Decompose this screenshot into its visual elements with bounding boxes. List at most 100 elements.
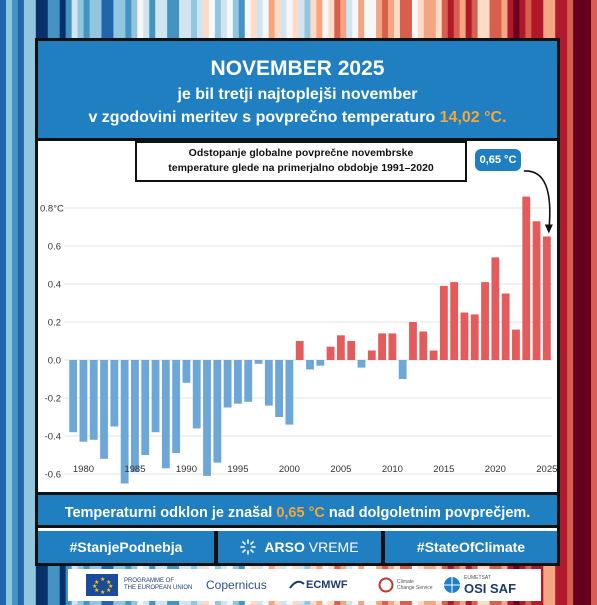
partner-logos: ★ ★ ★ ★ ★ ★ ★ ★ PROGRAMME OF THE EUROPEAN UNION … xyxy=(68,569,541,601)
average-temperature-value: 14,02 °C. xyxy=(439,109,507,126)
callout-arrow xyxy=(523,170,551,231)
eu-programme-logo: ★ ★ ★ ★ ★ ★ ★ ★ PROGRAMME OF THE EUROPEAN UNION xyxy=(86,569,192,601)
hashtag-state-of-climate[interactable]: #StateOfClimate xyxy=(385,531,557,563)
bar-2005 xyxy=(336,335,345,360)
callout-arrowhead xyxy=(544,224,553,234)
ccs-text-line-1: Climate xyxy=(397,579,414,585)
bar-1994 xyxy=(223,360,232,408)
x-tick-label: 2020 xyxy=(485,464,506,475)
warming-stripe xyxy=(5,0,13,605)
bar-1998 xyxy=(264,360,273,406)
bar-2011 xyxy=(398,360,407,379)
arso-vreme-brand[interactable]: ARSO VREME xyxy=(218,531,381,563)
x-tick-label: 1995 xyxy=(227,464,248,475)
bar-2016 xyxy=(450,282,459,360)
bar-2015 xyxy=(439,285,448,360)
summary-text-prefix: Temperaturni odklon je znašal xyxy=(64,505,277,521)
bar-2013 xyxy=(419,331,428,360)
x-tick-label: 2005 xyxy=(330,464,351,475)
latest-value-callout: 0,65 °C xyxy=(475,149,521,171)
headline-line-2: v zgodovini meritev s povprečno temperat… xyxy=(38,109,557,127)
copernicus-text: Copernicus xyxy=(206,578,267,592)
warming-stripe xyxy=(23,0,31,605)
warming-stripe xyxy=(561,0,568,605)
warming-stripe xyxy=(579,0,586,605)
headline-line-1: je bil tretji najtoplejši november xyxy=(177,86,418,103)
climate-change-service-logo: Climate Change Service xyxy=(378,569,433,601)
bar-2006 xyxy=(347,341,356,360)
bar-1988 xyxy=(161,360,170,469)
y-tick-label: 0.2 xyxy=(48,318,61,329)
hashtag-stanje-podnebja[interactable]: #StanjePodnebja xyxy=(38,531,214,563)
x-tick-label: 1990 xyxy=(176,464,197,475)
copernicus-logo: Copernicus xyxy=(206,569,267,601)
warming-stripe xyxy=(573,0,580,605)
y-tick-label: -0.2 xyxy=(45,394,61,405)
eu-flag-icon: ★ ★ ★ ★ ★ ★ ★ ★ xyxy=(86,574,118,596)
ecmwf-logo: ECMWF xyxy=(288,569,348,601)
osisaf-text: OSI SAF xyxy=(464,580,517,596)
headline-line-2-text: v zgodovini meritev s povprečno temperat… xyxy=(88,109,440,126)
bar-1982 xyxy=(100,360,108,459)
bar-1987 xyxy=(151,360,160,433)
bar-1989 xyxy=(172,360,181,454)
y-tick-label: 0.0 xyxy=(48,356,61,367)
bar-1990 xyxy=(182,360,191,383)
bar-1986 xyxy=(141,360,150,455)
y-tick-label: 0.4 xyxy=(48,280,61,291)
osi-saf-logo: EUMETSAT OSI SAF xyxy=(443,569,516,601)
bar-2019 xyxy=(481,282,489,360)
bar-1979 xyxy=(69,360,78,433)
bar-2002 xyxy=(306,360,314,370)
chart-subtitle-box: Odstopanje globalne povprečne novembrske… xyxy=(135,141,467,182)
bar-2010 xyxy=(388,333,397,360)
chart-area: -0.6 -0.4 -0.2 0.0 0.2 0.4 0.6 0.8°C 1980 1985 199… xyxy=(38,141,557,487)
y-tick-label: 0.8°C xyxy=(40,204,64,215)
bar-1996 xyxy=(244,360,253,402)
bar-2014 xyxy=(429,350,438,360)
bar-2012 xyxy=(409,322,417,360)
bar-1980 xyxy=(79,360,88,442)
globe-icon xyxy=(444,577,460,593)
ccs-circle-icon xyxy=(378,577,394,593)
bar-2008 xyxy=(367,350,376,360)
x-tick-label: 1980 xyxy=(73,464,94,475)
x-tick-label: 1985 xyxy=(124,464,145,475)
infographic-card: NOVEMBER 2025 je bil tretji najtoplejši … xyxy=(35,38,560,566)
eu-text-line-2: THE EUROPEAN UNION xyxy=(124,585,193,591)
bar-2022 xyxy=(512,329,520,360)
bar-1984 xyxy=(120,360,129,484)
chart-subtitle-line-2: temperature glede na primerjalno obdobje… xyxy=(168,162,434,174)
warming-stripe xyxy=(11,0,19,605)
bar-2024 xyxy=(532,221,541,360)
summary-text-suffix: nad dolgoletnim povprečjem. xyxy=(324,505,531,521)
bar-1981 xyxy=(89,360,98,440)
warming-stripe xyxy=(567,0,574,605)
bar-2018 xyxy=(470,314,479,360)
bar-2000 xyxy=(285,360,294,425)
bar-2001 xyxy=(295,341,304,360)
summary-value: 0,65 °C xyxy=(276,505,325,521)
x-tick-label: 2015 xyxy=(433,464,454,475)
y-tick-label: -0.4 xyxy=(45,432,61,443)
bar-1993 xyxy=(213,360,222,463)
header-banner: NOVEMBER 2025 je bil tretji najtoplejši … xyxy=(38,41,557,141)
warming-stripe xyxy=(585,0,592,605)
osisaf-top-text: EUMETSAT xyxy=(464,574,491,581)
bar-2007 xyxy=(357,360,366,368)
warming-stripe xyxy=(17,0,25,605)
bar-1999 xyxy=(275,360,284,417)
ecmwf-swirl-icon xyxy=(289,580,305,589)
bar-2009 xyxy=(378,333,386,360)
x-tick-label: 2010 xyxy=(382,464,403,475)
y-tick-label: -0.6 xyxy=(45,470,61,481)
brand-vreme: VREME xyxy=(308,539,359,555)
bar-2003 xyxy=(316,360,325,366)
bar-2020 xyxy=(491,257,500,360)
bar-1997 xyxy=(254,360,263,364)
warming-stripe xyxy=(29,0,37,605)
bar-1985 xyxy=(131,360,139,473)
anomaly-bar-chart: -0.6 -0.4 -0.2 0.0 0.2 0.4 0.6 0.8°C 1980 1985 199… xyxy=(40,170,557,484)
sun-icon xyxy=(240,539,257,555)
bar-2004 xyxy=(326,346,335,360)
